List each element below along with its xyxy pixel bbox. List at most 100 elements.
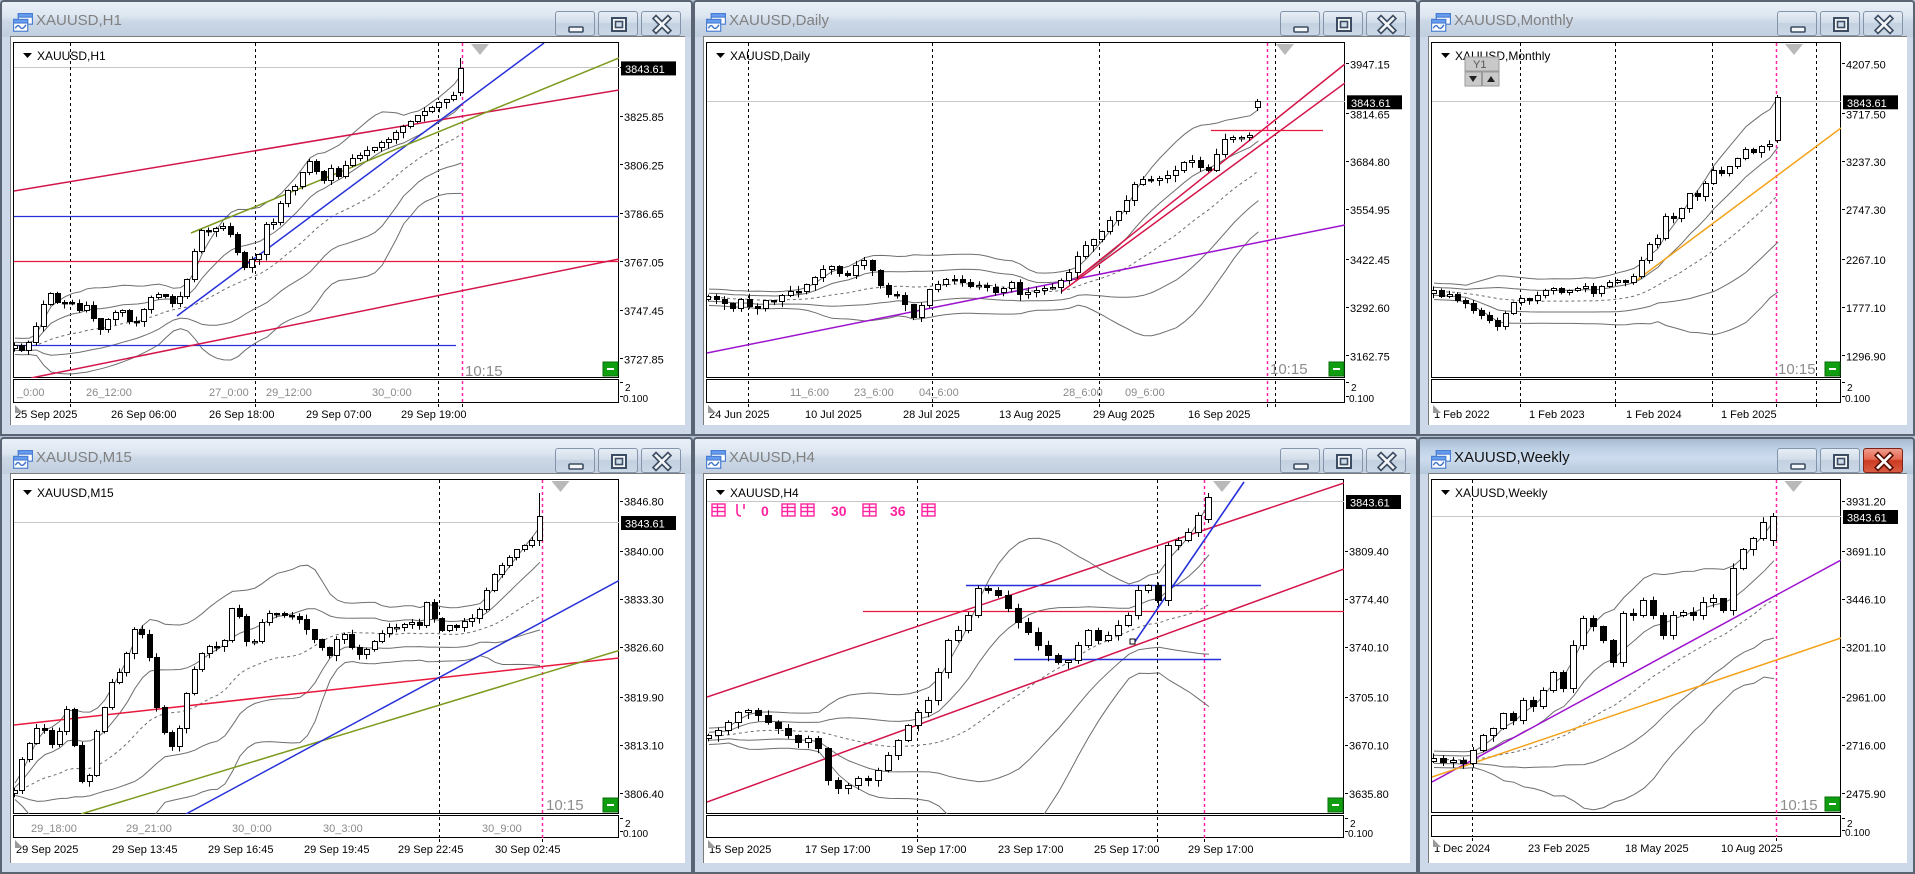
svg-text:29 Sep 19:00: 29 Sep 19:00 bbox=[401, 409, 466, 421]
svg-text:3292.60: 3292.60 bbox=[1350, 303, 1390, 315]
svg-text:3774.40: 3774.40 bbox=[1349, 595, 1389, 607]
svg-text:2: 2 bbox=[1350, 819, 1356, 830]
svg-text:16 Sep 2025: 16 Sep 2025 bbox=[1188, 409, 1250, 421]
svg-text:23_6:00: 23_6:00 bbox=[854, 387, 894, 399]
svg-text:26 Sep 06:00: 26 Sep 06:00 bbox=[111, 409, 176, 421]
svg-text:30_0:00: 30_0:00 bbox=[372, 387, 412, 399]
svg-text:29 Sep 22:45: 29 Sep 22:45 bbox=[398, 844, 463, 856]
svg-text:11_6:00: 11_6:00 bbox=[790, 387, 829, 399]
svg-text:3826.60: 3826.60 bbox=[624, 643, 664, 655]
svg-text:3931.20: 3931.20 bbox=[1846, 497, 1886, 509]
svg-text:28 Jul 2025: 28 Jul 2025 bbox=[903, 409, 960, 421]
svg-text:3237.30: 3237.30 bbox=[1846, 157, 1886, 169]
svg-text:29 Aug 2025: 29 Aug 2025 bbox=[1093, 409, 1155, 421]
svg-text:XAUUSD,M15: XAUUSD,M15 bbox=[37, 486, 114, 500]
svg-text:2961.00: 2961.00 bbox=[1846, 693, 1886, 705]
svg-text:0.100: 0.100 bbox=[1348, 829, 1373, 840]
svg-text:1 Feb 2024: 1 Feb 2024 bbox=[1626, 409, 1682, 421]
svg-text:30: 30 bbox=[831, 503, 847, 519]
svg-text:3705.10: 3705.10 bbox=[1349, 693, 1389, 705]
svg-text:3843.61: 3843.61 bbox=[1351, 98, 1391, 110]
svg-text:1 Feb 2023: 1 Feb 2023 bbox=[1529, 409, 1585, 421]
svg-text:3740.10: 3740.10 bbox=[1349, 643, 1389, 655]
svg-text:XAUUSD,Weekly: XAUUSD,Weekly bbox=[1455, 486, 1547, 500]
svg-text:3809.40: 3809.40 bbox=[1349, 547, 1389, 559]
svg-text:29_18:00: 29_18:00 bbox=[31, 823, 77, 835]
svg-text:3162.75: 3162.75 bbox=[1350, 351, 1390, 363]
svg-text:3843.61: 3843.61 bbox=[625, 64, 665, 76]
svg-text:2716.00: 2716.00 bbox=[1846, 741, 1886, 753]
svg-text:29 Sep 19:45: 29 Sep 19:45 bbox=[304, 844, 369, 856]
svg-text:3727.85: 3727.85 bbox=[624, 354, 664, 366]
svg-text:0.100: 0.100 bbox=[623, 829, 648, 840]
svg-text:2: 2 bbox=[1847, 819, 1853, 830]
svg-text:2: 2 bbox=[1351, 383, 1357, 394]
svg-text:26_12:00: 26_12:00 bbox=[86, 387, 132, 399]
svg-text:10:15: 10:15 bbox=[1270, 361, 1308, 378]
svg-text:2267.10: 2267.10 bbox=[1846, 255, 1886, 267]
svg-text:0.100: 0.100 bbox=[623, 394, 648, 405]
svg-text:29_21:00: 29_21:00 bbox=[126, 823, 172, 835]
svg-text:0: 0 bbox=[761, 503, 769, 519]
svg-text:2747.30: 2747.30 bbox=[1846, 205, 1886, 217]
svg-text:2: 2 bbox=[625, 383, 631, 394]
svg-text:10 Aug 2025: 10 Aug 2025 bbox=[1721, 843, 1783, 855]
svg-text:1296.90: 1296.90 bbox=[1846, 351, 1886, 363]
svg-text:3819.90: 3819.90 bbox=[624, 693, 664, 705]
svg-text:3947.15: 3947.15 bbox=[1350, 59, 1390, 71]
svg-text:3840.00: 3840.00 bbox=[624, 547, 664, 559]
svg-text:29 Sep 13:45: 29 Sep 13:45 bbox=[112, 844, 177, 856]
svg-text:30_0:00: 30_0:00 bbox=[232, 823, 272, 835]
svg-text:25 Sep 2025: 25 Sep 2025 bbox=[15, 409, 77, 421]
svg-text:3786.65: 3786.65 bbox=[624, 209, 664, 221]
svg-text:24 Jun 2025: 24 Jun 2025 bbox=[709, 409, 770, 421]
svg-text:3825.85: 3825.85 bbox=[624, 112, 664, 124]
svg-text:29 Sep 16:45: 29 Sep 16:45 bbox=[208, 844, 273, 856]
svg-text:3684.80: 3684.80 bbox=[1350, 157, 1390, 169]
svg-text:29_12:00: 29_12:00 bbox=[266, 387, 312, 399]
svg-text:4207.50: 4207.50 bbox=[1846, 59, 1886, 71]
svg-text:0.100: 0.100 bbox=[1845, 828, 1870, 839]
svg-text:3813.10: 3813.10 bbox=[624, 741, 664, 753]
svg-text:3691.10: 3691.10 bbox=[1846, 547, 1886, 559]
svg-text:29 Sep 07:00: 29 Sep 07:00 bbox=[306, 409, 371, 421]
svg-text:10:15: 10:15 bbox=[1778, 361, 1816, 378]
svg-text:3843.61: 3843.61 bbox=[625, 519, 665, 531]
svg-text:10:15: 10:15 bbox=[1780, 797, 1818, 814]
svg-text:2475.90: 2475.90 bbox=[1846, 789, 1886, 801]
svg-text:30_3:00: 30_3:00 bbox=[323, 823, 363, 835]
svg-text:3717.50: 3717.50 bbox=[1846, 109, 1886, 121]
svg-text:0.100: 0.100 bbox=[1349, 394, 1374, 405]
svg-text:10:15: 10:15 bbox=[465, 363, 503, 380]
svg-text:3833.30: 3833.30 bbox=[624, 595, 664, 607]
svg-text:XAUUSD,H1: XAUUSD,H1 bbox=[37, 49, 106, 63]
svg-text:3422.45: 3422.45 bbox=[1350, 255, 1390, 267]
svg-text:3843.61: 3843.61 bbox=[1350, 498, 1390, 510]
svg-text:3806.40: 3806.40 bbox=[624, 789, 664, 801]
svg-text:25 Sep 17:00: 25 Sep 17:00 bbox=[1094, 844, 1159, 856]
svg-text:3747.45: 3747.45 bbox=[624, 306, 664, 318]
svg-text:3767.05: 3767.05 bbox=[624, 257, 664, 269]
svg-text:23 Sep 17:00: 23 Sep 17:00 bbox=[998, 844, 1063, 856]
svg-text:1777.10: 1777.10 bbox=[1846, 303, 1886, 315]
svg-text:18 May 2025: 18 May 2025 bbox=[1625, 843, 1689, 855]
svg-text:10 Jul 2025: 10 Jul 2025 bbox=[805, 409, 862, 421]
svg-text:3814.65: 3814.65 bbox=[1350, 109, 1390, 121]
svg-text:1 Feb 2022: 1 Feb 2022 bbox=[1434, 409, 1490, 421]
svg-text:27_0:00: 27_0:00 bbox=[209, 387, 249, 399]
svg-text:3201.10: 3201.10 bbox=[1846, 643, 1886, 655]
svg-text:3846.80: 3846.80 bbox=[624, 497, 664, 509]
svg-text:3635.80: 3635.80 bbox=[1349, 789, 1389, 801]
svg-text:15 Sep 2025: 15 Sep 2025 bbox=[709, 844, 771, 856]
svg-text:28_6:00: 28_6:00 bbox=[1063, 387, 1103, 399]
svg-text:1 Feb 2025: 1 Feb 2025 bbox=[1721, 409, 1777, 421]
svg-text:_0:00: _0:00 bbox=[16, 387, 45, 399]
svg-text:XAUUSD,Daily: XAUUSD,Daily bbox=[730, 49, 810, 63]
svg-text:3843.61: 3843.61 bbox=[1847, 98, 1887, 110]
svg-text:30 Sep 02:45: 30 Sep 02:45 bbox=[495, 844, 560, 856]
svg-text:29 Sep 17:00: 29 Sep 17:00 bbox=[1188, 844, 1253, 856]
svg-text:3446.10: 3446.10 bbox=[1846, 595, 1886, 607]
svg-text:23 Feb 2025: 23 Feb 2025 bbox=[1528, 843, 1590, 855]
svg-text:10:15: 10:15 bbox=[546, 797, 584, 814]
svg-text:30_9:00: 30_9:00 bbox=[482, 823, 522, 835]
